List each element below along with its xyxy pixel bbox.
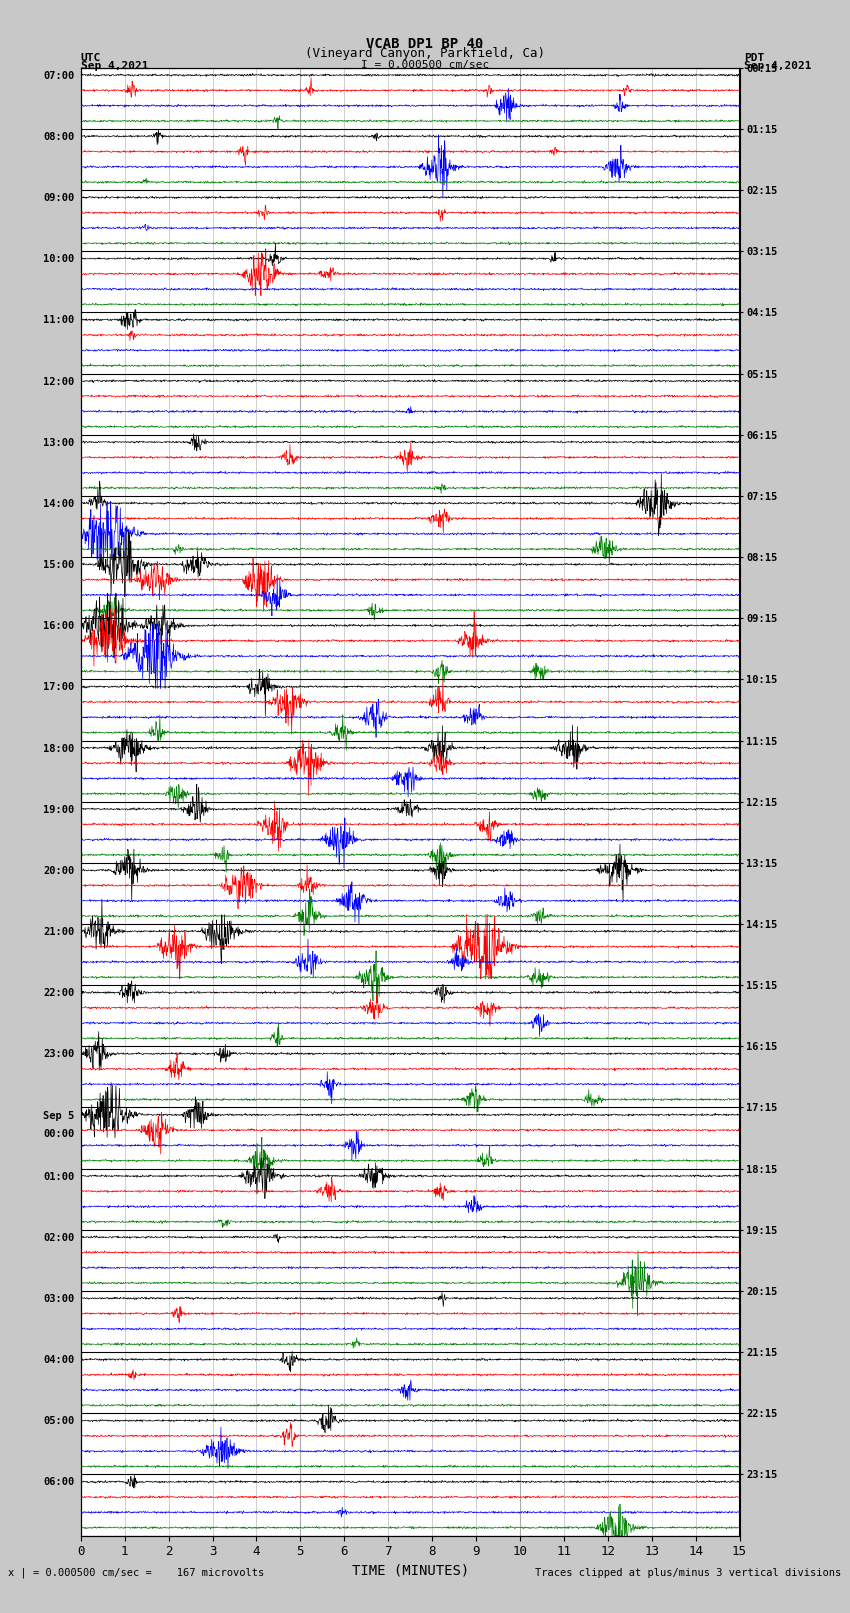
Text: 07:00: 07:00 [42, 71, 74, 81]
Text: UTC: UTC [81, 53, 101, 63]
Text: 08:00: 08:00 [42, 132, 74, 142]
Text: 21:00: 21:00 [42, 927, 74, 937]
Text: 16:00: 16:00 [42, 621, 74, 631]
Text: 09:00: 09:00 [42, 194, 74, 203]
Text: 18:00: 18:00 [42, 744, 74, 753]
Text: (Vineyard Canyon, Parkfield, Ca): (Vineyard Canyon, Parkfield, Ca) [305, 47, 545, 60]
Text: Sep 5: Sep 5 [42, 1110, 74, 1121]
Text: Sep 4,2021: Sep 4,2021 [81, 61, 148, 71]
Text: 15:00: 15:00 [42, 560, 74, 569]
Text: 00:00: 00:00 [42, 1129, 74, 1139]
Text: I = 0.000500 cm/sec: I = 0.000500 cm/sec [361, 60, 489, 69]
Text: 19:00: 19:00 [42, 805, 74, 815]
Text: 13:00: 13:00 [42, 437, 74, 448]
Text: 05:00: 05:00 [42, 1416, 74, 1426]
Text: x | = 0.000500 cm/sec =    167 microvolts: x | = 0.000500 cm/sec = 167 microvolts [8, 1566, 264, 1578]
Text: 17:00: 17:00 [42, 682, 74, 692]
Text: 04:00: 04:00 [42, 1355, 74, 1365]
Text: 22:00: 22:00 [42, 989, 74, 998]
Text: Sep 4,2021: Sep 4,2021 [744, 61, 811, 71]
Text: Traces clipped at plus/minus 3 vertical divisions: Traces clipped at plus/minus 3 vertical … [536, 1568, 842, 1578]
Text: 06:00: 06:00 [42, 1478, 74, 1487]
Text: 10:00: 10:00 [42, 255, 74, 265]
Text: 23:00: 23:00 [42, 1050, 74, 1060]
Text: 02:00: 02:00 [42, 1232, 74, 1244]
Text: 14:00: 14:00 [42, 498, 74, 510]
Text: 01:00: 01:00 [42, 1171, 74, 1182]
X-axis label: TIME (MINUTES): TIME (MINUTES) [352, 1565, 468, 1578]
Text: 11:00: 11:00 [42, 316, 74, 326]
Text: PDT: PDT [744, 53, 764, 63]
Text: VCAB DP1 BP 40: VCAB DP1 BP 40 [366, 37, 484, 52]
Text: 12:00: 12:00 [42, 376, 74, 387]
Text: 20:00: 20:00 [42, 866, 74, 876]
Text: 03:00: 03:00 [42, 1294, 74, 1303]
